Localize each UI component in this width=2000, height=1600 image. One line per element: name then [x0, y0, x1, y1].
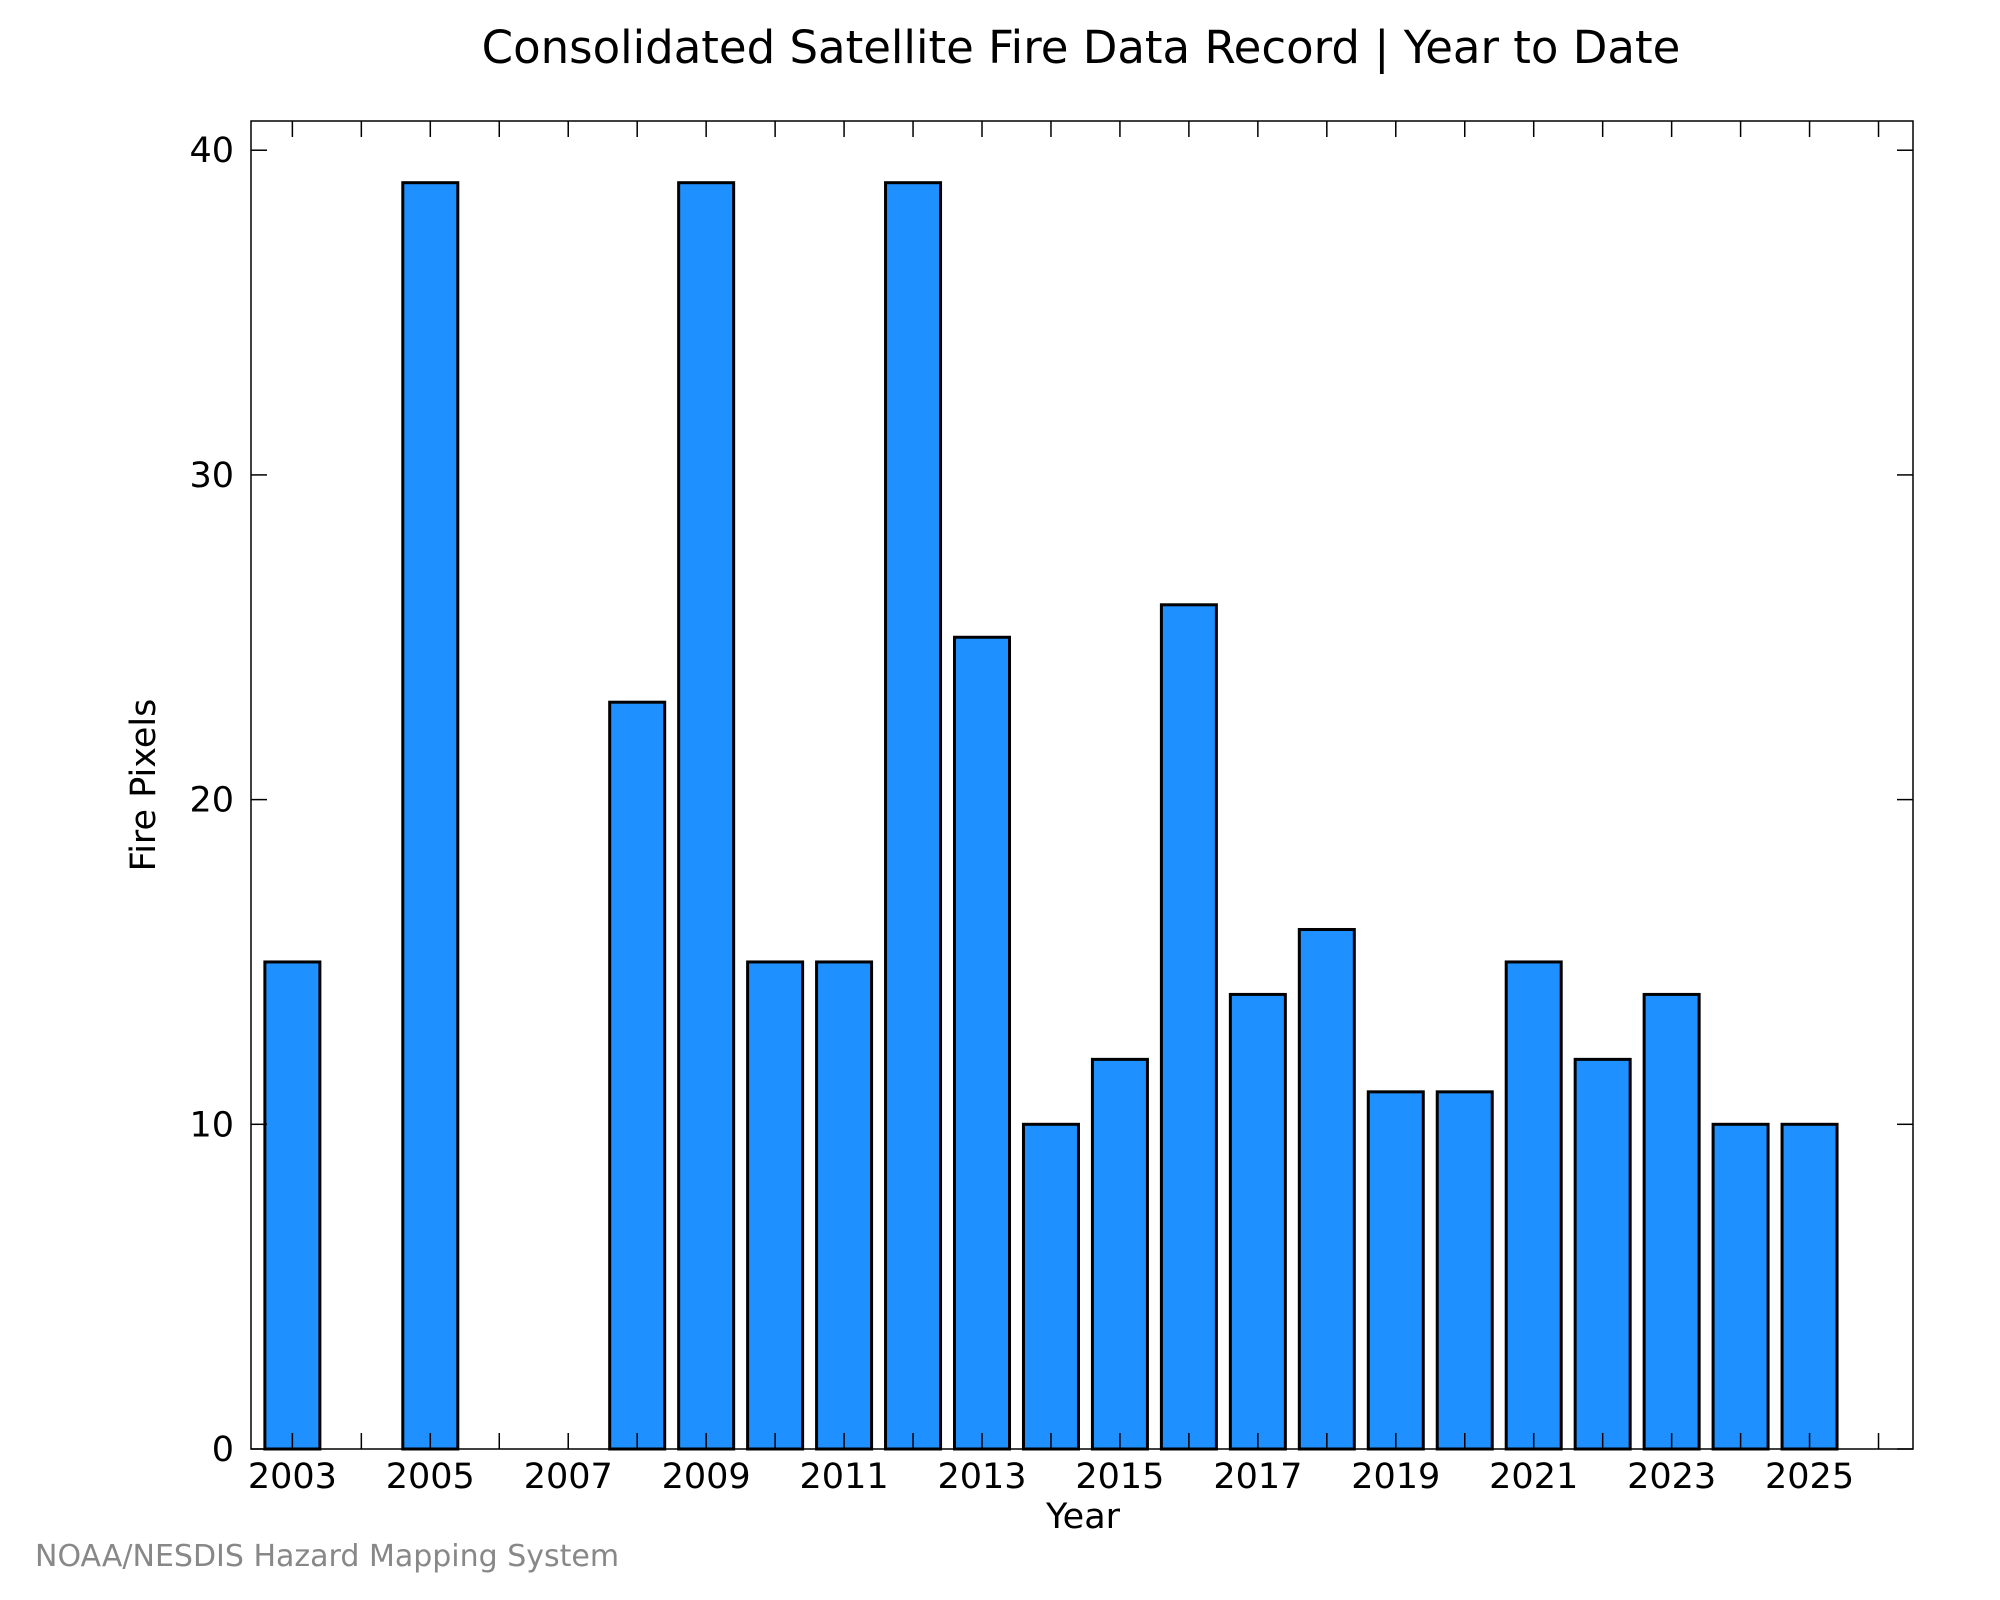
- x-axis-label: Year: [1045, 1497, 1121, 1537]
- x-tick-label: 2023: [1627, 1457, 1716, 1497]
- bar-2020: [1435, 1090, 1494, 1451]
- x-tick-label: 2019: [1351, 1457, 1440, 1497]
- bar-2014: [1021, 1122, 1080, 1451]
- bar-2023: [1642, 992, 1701, 1451]
- x-tick-label: 2021: [1489, 1457, 1578, 1497]
- y-tick-label: 10: [189, 1105, 234, 1145]
- x-tick-label: 2005: [386, 1457, 475, 1497]
- bar-2019: [1366, 1090, 1425, 1451]
- bar-2018: [1297, 927, 1356, 1451]
- bar-2021: [1504, 960, 1563, 1451]
- x-tick-label: 2011: [800, 1457, 889, 1497]
- bar-2011: [815, 960, 874, 1451]
- source-credit: NOAA/NESDIS Hazard Mapping System: [35, 1539, 620, 1574]
- x-tick-label: 2013: [937, 1457, 1026, 1497]
- x-tick-label: 2015: [1075, 1457, 1164, 1497]
- x-tick-label: 2017: [1213, 1457, 1302, 1497]
- x-tick-label: 2007: [524, 1457, 613, 1497]
- bar-2013: [953, 635, 1012, 1451]
- x-tick-label: 2009: [662, 1457, 751, 1497]
- y-tick-label: 40: [189, 131, 234, 171]
- bar-2024: [1711, 1122, 1770, 1451]
- bar-2005: [401, 181, 460, 1451]
- y-tick-label: 0: [212, 1430, 234, 1470]
- bar-2016: [1159, 603, 1218, 1451]
- bar-2017: [1228, 992, 1287, 1451]
- plot-frame: [250, 120, 1914, 1450]
- x-tick-label: 2025: [1765, 1457, 1854, 1497]
- y-tick-label: 30: [189, 456, 234, 496]
- bar-2025: [1780, 1122, 1839, 1451]
- bar-2022: [1573, 1057, 1632, 1451]
- chart-title: Consolidated Satellite Fire Data Record …: [482, 21, 1681, 74]
- bar-2008: [608, 700, 667, 1451]
- x-tick-label: 2003: [248, 1457, 337, 1497]
- bar-2015: [1090, 1057, 1149, 1451]
- bar-2003: [263, 960, 322, 1451]
- y-tick-label: 20: [189, 781, 234, 821]
- bar-2012: [884, 181, 943, 1451]
- y-axis-label: Fire Pixels: [124, 699, 164, 872]
- bar-2010: [746, 960, 805, 1451]
- bar-2009: [677, 181, 736, 1451]
